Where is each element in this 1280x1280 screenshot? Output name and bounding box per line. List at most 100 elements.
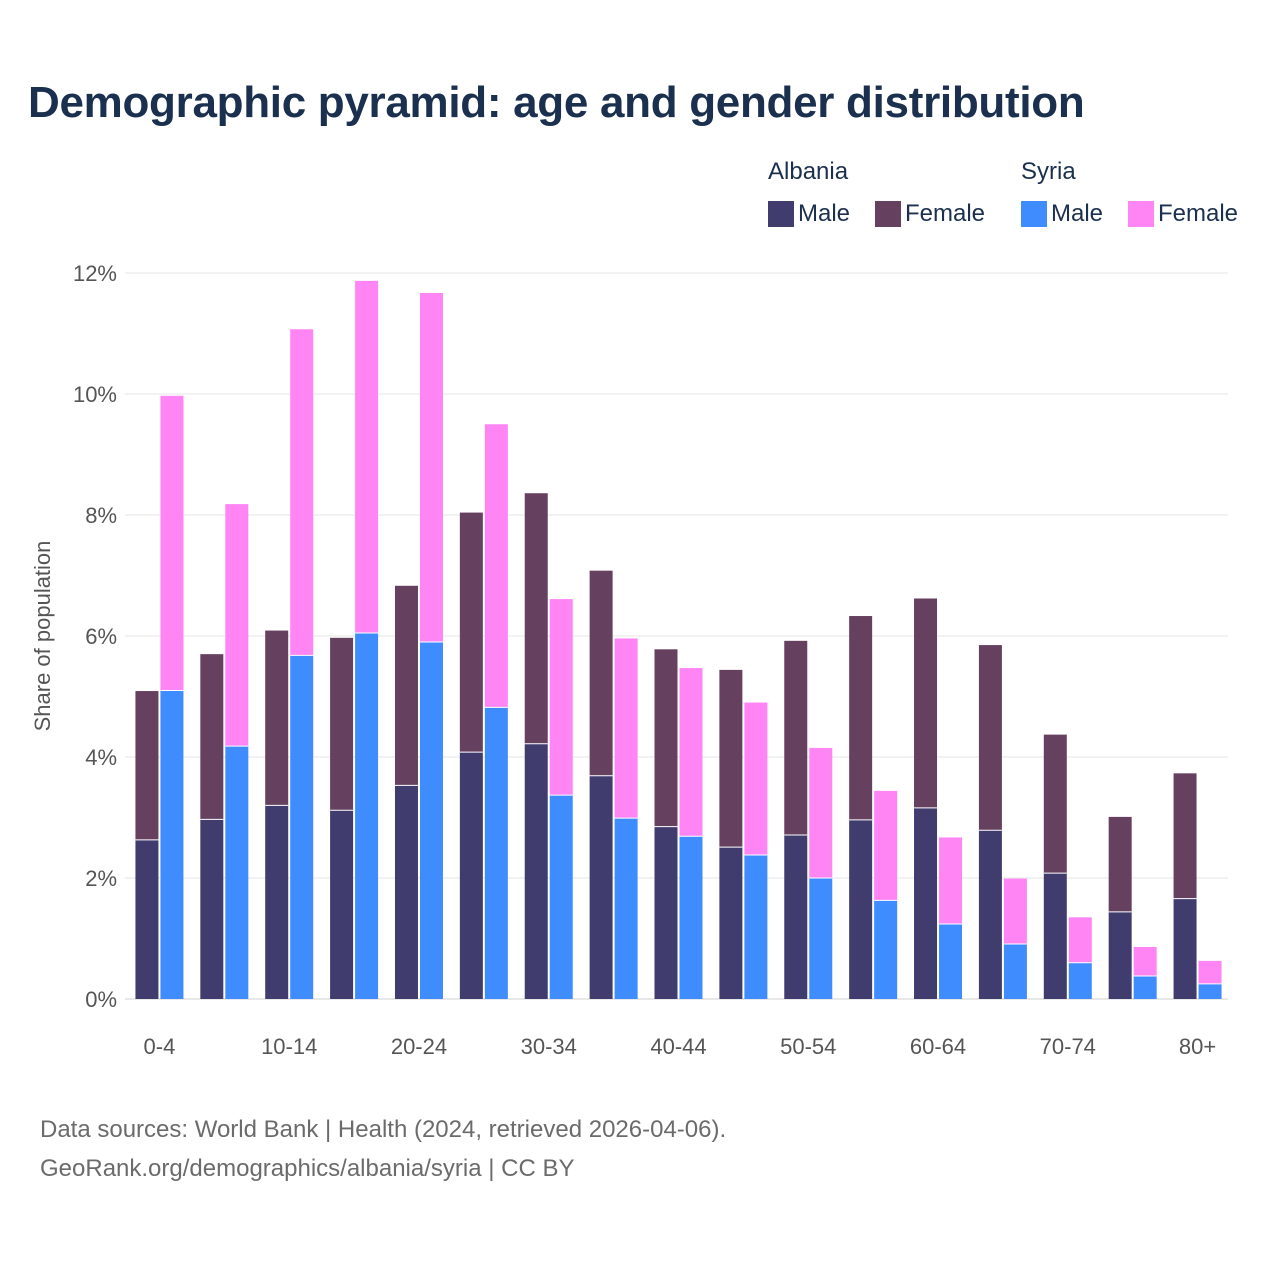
y-tick-label: 10% <box>73 382 117 407</box>
bar-syria-male[interactable] <box>1003 943 1027 999</box>
legend-swatch-syria-male <box>1021 201 1047 227</box>
x-tick-label: 20-24 <box>391 1034 447 1059</box>
x-tick-label: 0-4 <box>144 1034 176 1059</box>
bar-albania-female[interactable] <box>1173 773 1197 899</box>
bar-syria-female[interactable] <box>939 837 963 924</box>
legend-item-albania-male[interactable]: Male <box>768 200 850 228</box>
bar-syria-male[interactable] <box>549 795 573 999</box>
bar-albania-female[interactable] <box>978 645 1002 831</box>
legend-item-syria-male[interactable]: Male <box>1021 200 1103 228</box>
bar-syria-female[interactable] <box>679 668 703 837</box>
bar-syria-male[interactable] <box>1133 976 1157 999</box>
x-tick-label: 70-74 <box>1040 1034 1096 1059</box>
bar-syria-female[interactable] <box>160 395 184 691</box>
bar-albania-female[interactable] <box>459 512 483 753</box>
bar-syria-female[interactable] <box>874 790 898 901</box>
bar-albania-male[interactable] <box>394 785 418 999</box>
bar-syria-male[interactable] <box>290 655 314 999</box>
bar-albania-female[interactable] <box>330 637 354 811</box>
x-tick-label: 80+ <box>1179 1034 1216 1059</box>
chart-title: Demographic pyramid: age and gender dist… <box>28 78 1085 127</box>
x-tick-label: 30-34 <box>521 1034 577 1059</box>
legend-item-albania-female[interactable]: Female <box>875 200 985 228</box>
legend-label: Male <box>1051 200 1104 227</box>
bar-albania-female[interactable] <box>589 570 613 776</box>
bar-albania-male[interactable] <box>589 775 613 999</box>
chart-area: 0% 2% 4% 6% 8% 10% 12% 0-4 10-14 20-24 30-34 40-44… <box>30 261 1228 1059</box>
bar-albania-male[interactable] <box>1043 873 1067 999</box>
bar-albania-male[interactable] <box>1108 911 1132 999</box>
bar-syria-female[interactable] <box>614 638 638 819</box>
bar-syria-female[interactable] <box>1068 917 1092 963</box>
bar-albania-female[interactable] <box>135 691 159 840</box>
bar-albania-male[interactable] <box>914 807 938 999</box>
footer-attribution[interactable]: GeoRank.org/demographics/albania/syria |… <box>40 1155 575 1182</box>
legend-item-syria-female[interactable]: Female <box>1128 200 1238 228</box>
x-axis: 0-4 10-14 20-24 30-34 40-44 50-54 60-64 70-74 80… <box>144 1034 1217 1059</box>
bar-syria-male[interactable] <box>225 746 249 999</box>
x-tick-label: 50-54 <box>780 1034 836 1059</box>
y-axis: 0% 2% 4% 6% 8% 10% 12% <box>73 261 117 1012</box>
y-tick-label: 6% <box>85 624 117 649</box>
y-tick-label: 0% <box>85 987 117 1012</box>
bar-syria-female[interactable] <box>225 504 249 747</box>
bar-albania-female[interactable] <box>914 598 938 808</box>
bar-albania-female[interactable] <box>200 654 224 820</box>
bar-syria-male[interactable] <box>160 690 184 999</box>
bar-albania-male[interactable] <box>459 752 483 999</box>
bar-albania-male[interactable] <box>849 819 873 999</box>
y-tick-label: 4% <box>85 745 117 770</box>
bar-albania-male[interactable] <box>265 805 289 999</box>
legend-swatch-albania-male <box>768 201 794 227</box>
bar-syria-female[interactable] <box>1003 878 1027 944</box>
bar-syria-male[interactable] <box>1068 962 1092 999</box>
bar-albania-male[interactable] <box>719 847 743 999</box>
bar-albania-male[interactable] <box>784 835 808 999</box>
bar-syria-female[interactable] <box>290 329 314 656</box>
bar-albania-female[interactable] <box>1043 734 1067 874</box>
bar-syria-male[interactable] <box>355 632 379 999</box>
bar-albania-female[interactable] <box>784 640 808 836</box>
bar-albania-male[interactable] <box>654 826 678 999</box>
bar-syria-male[interactable] <box>1198 983 1222 999</box>
bar-albania-female[interactable] <box>394 585 418 786</box>
legend-label: Female <box>1158 200 1239 227</box>
bars <box>135 280 1222 999</box>
bar-albania-female[interactable] <box>654 649 678 827</box>
bar-albania-female[interactable] <box>719 669 743 848</box>
bar-syria-male[interactable] <box>809 878 833 999</box>
bar-syria-male[interactable] <box>484 707 508 999</box>
bar-syria-female[interactable] <box>549 599 573 796</box>
bar-albania-female[interactable] <box>265 630 289 806</box>
bar-syria-male[interactable] <box>419 642 443 999</box>
bar-syria-female[interactable] <box>419 292 443 643</box>
legend-group-syria: Syria <box>1021 158 1076 185</box>
y-tick-label: 2% <box>85 866 117 891</box>
bar-albania-female[interactable] <box>1108 816 1132 912</box>
bar-syria-male[interactable] <box>744 855 768 999</box>
legend-group-albania: Albania <box>768 158 849 185</box>
bar-syria-male[interactable] <box>874 900 898 999</box>
legend-swatch-syria-female <box>1128 201 1154 227</box>
bar-syria-female[interactable] <box>744 702 768 856</box>
bar-albania-female[interactable] <box>849 616 873 820</box>
y-tick-label: 8% <box>85 503 117 528</box>
bar-albania-female[interactable] <box>524 493 548 744</box>
bar-syria-female[interactable] <box>809 747 833 878</box>
x-tick-label: 60-64 <box>910 1034 966 1059</box>
x-tick-label: 40-44 <box>650 1034 706 1059</box>
bar-albania-male[interactable] <box>978 830 1002 999</box>
bar-albania-male[interactable] <box>200 819 224 999</box>
bar-syria-female[interactable] <box>1133 946 1157 977</box>
bar-syria-female[interactable] <box>1198 960 1222 984</box>
bar-albania-male[interactable] <box>330 810 354 999</box>
bar-syria-male[interactable] <box>679 836 703 999</box>
bar-albania-male[interactable] <box>1173 898 1197 999</box>
y-axis-label: Share of population <box>30 541 55 732</box>
bar-syria-male[interactable] <box>614 818 638 999</box>
bar-syria-female[interactable] <box>484 424 508 708</box>
bar-albania-male[interactable] <box>524 743 548 999</box>
bar-albania-male[interactable] <box>135 839 159 999</box>
bar-syria-male[interactable] <box>939 923 963 999</box>
bar-syria-female[interactable] <box>355 280 379 633</box>
